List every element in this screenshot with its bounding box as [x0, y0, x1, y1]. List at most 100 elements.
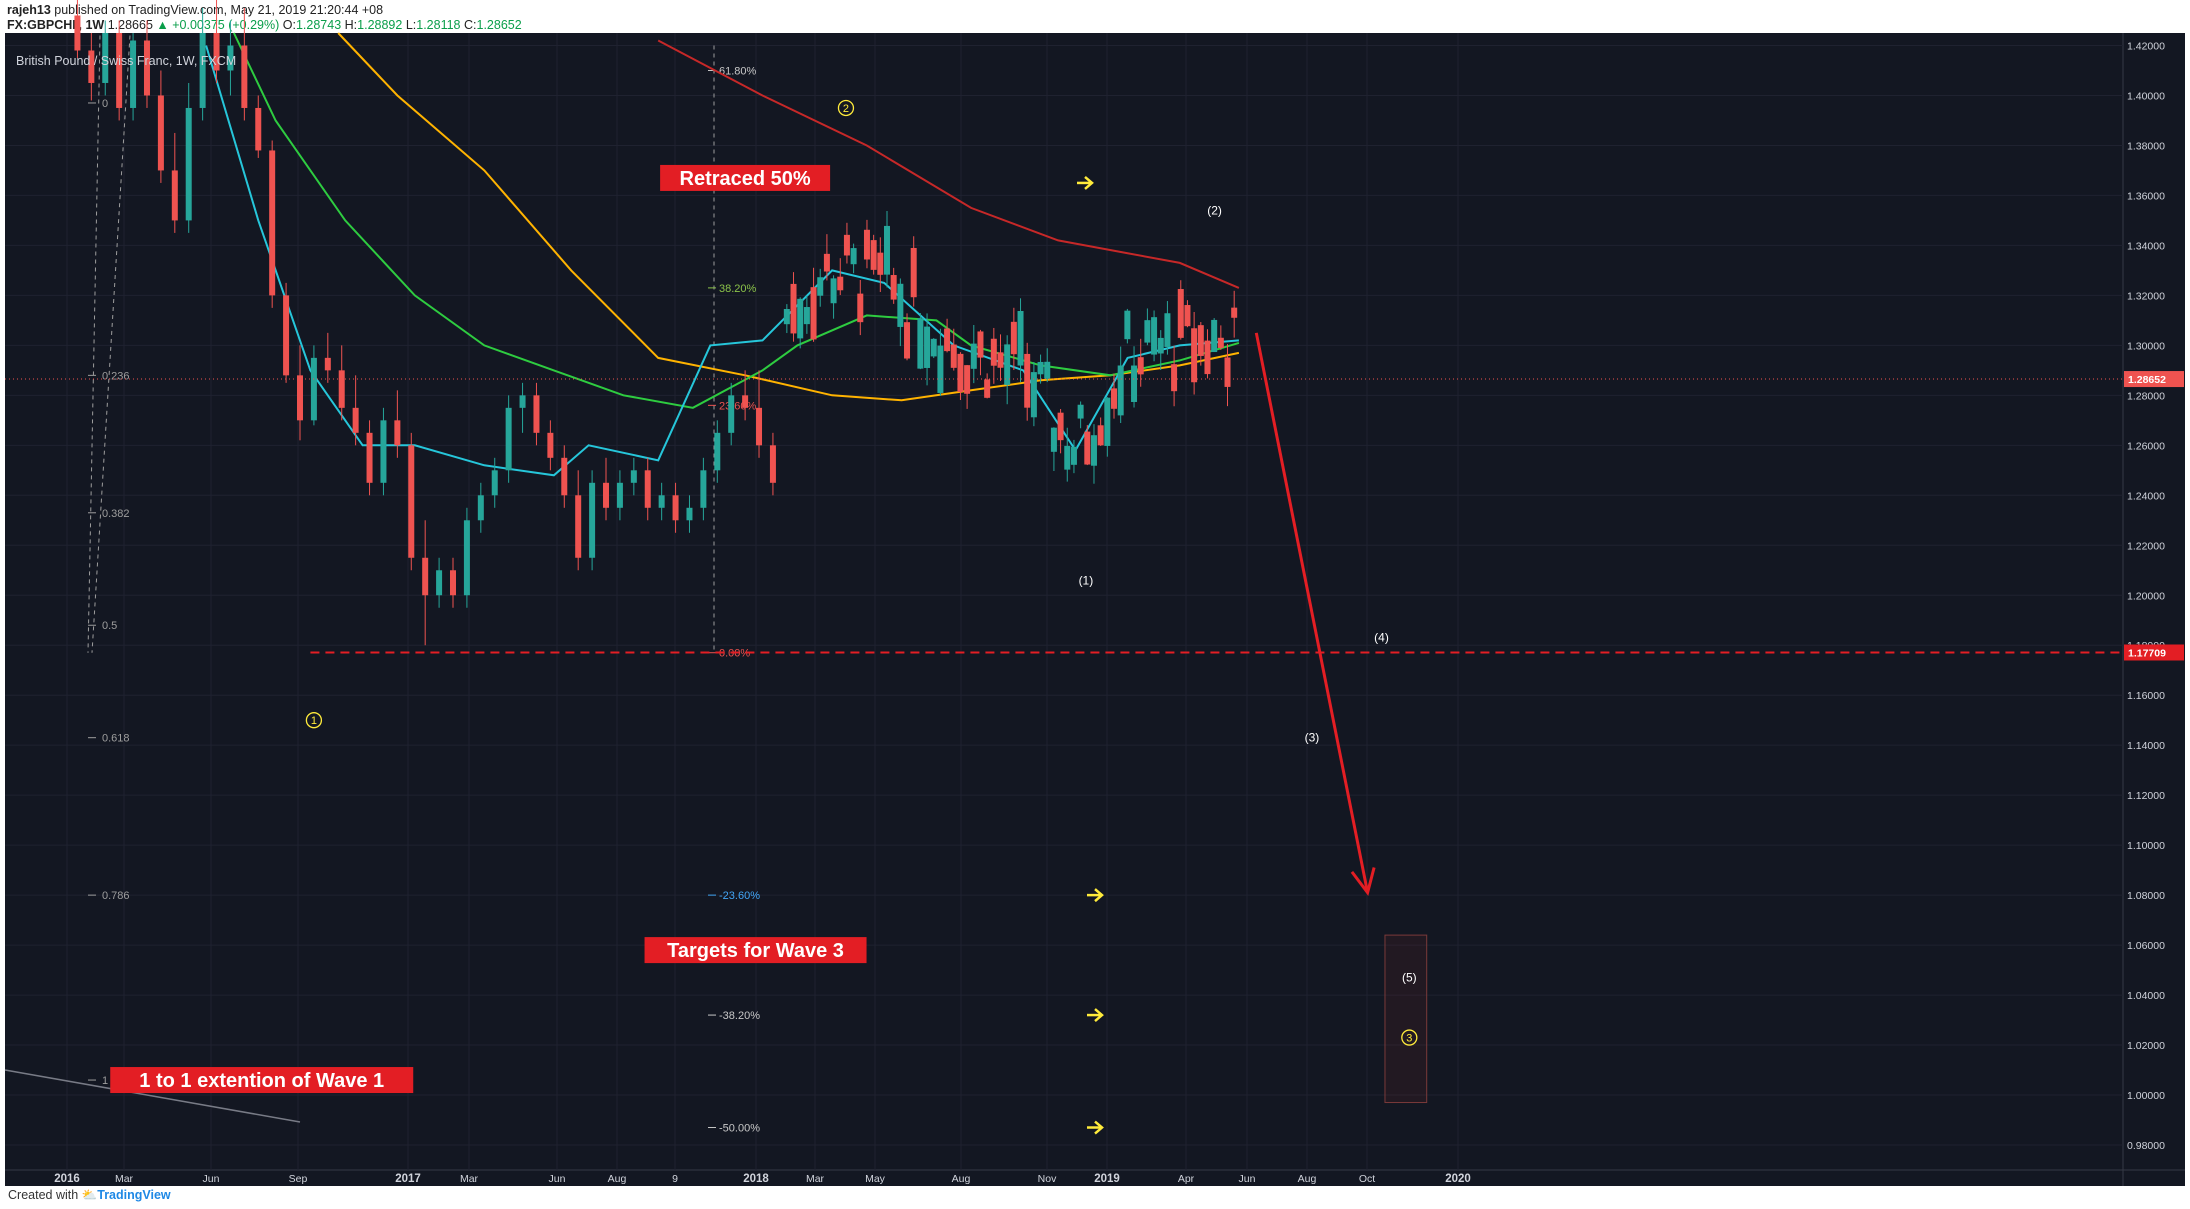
time-axis-label: 2016: [54, 1173, 80, 1185]
candle-body: [964, 365, 971, 394]
candle-body: [783, 308, 790, 325]
wave-circle-icon: [837, 99, 855, 117]
time-axis[interactable]: 2016 Mar Jun Sep 2017 Mar Jun Aug 9 2018 Mar May Aug…: [54, 1173, 1471, 1185]
wave-circle-icon: [305, 712, 323, 729]
time-axis-label: Nov: [1038, 1173, 1057, 1185]
candle-body: [616, 482, 623, 508]
candle-body: [1111, 388, 1118, 409]
price-axis-label: 1.24000: [2127, 490, 2165, 502]
candle-body: [394, 420, 401, 446]
created-with-text: Created with: [8, 1188, 79, 1202]
fib-extension-level: 0.382: [102, 508, 130, 520]
time-axis-label: Jun: [203, 1173, 220, 1185]
candle-body: [970, 343, 977, 369]
projection-arrow-head-icon: [1350, 867, 1376, 897]
wave-circle-icon: [1401, 1029, 1418, 1046]
candle-body: [1017, 310, 1024, 366]
candle-body: [436, 570, 443, 596]
candle-body: [756, 407, 763, 446]
price-axis-label: 1.36000: [2127, 190, 2165, 202]
time-axis-label: 9: [672, 1173, 678, 1185]
author[interactable]: rajeh13: [7, 3, 51, 17]
fib-extension-trendline: [91, 35, 131, 653]
candle-body: [837, 276, 844, 291]
candle-body: [997, 352, 1004, 368]
time-axis-label: Jun: [549, 1173, 566, 1185]
long-term-trendline: [4, 1069, 301, 1123]
fib-retracement-level: 61.80%: [719, 65, 757, 77]
annotation-box: [644, 937, 867, 964]
chart-drawings[interactable]: [4, 175, 2123, 1135]
price-axis-label: 1.02000: [2127, 1040, 2165, 1052]
tradingview-brand[interactable]: TradingView: [97, 1188, 171, 1202]
time-axis-label: Mar: [115, 1173, 134, 1185]
candle-body: [1004, 344, 1011, 385]
candle-body: [930, 338, 937, 357]
time-axis-label: Sep: [289, 1173, 308, 1185]
annotation-text: Targets for Wave 3: [667, 940, 844, 962]
price-axis-label: 1.16000: [2127, 690, 2165, 702]
plot-background: [5, 33, 2123, 1170]
candle-body: [1157, 337, 1164, 354]
yellow-arrow-icon: [1084, 175, 1094, 190]
fib-extension-trendline: [87, 35, 101, 653]
annotation-labels[interactable]: Retraced 50% Targets for Wave 3 1 to 1 ext…: [110, 164, 867, 1094]
candle-body: [1151, 317, 1158, 355]
fib-extension-level: 0.5: [102, 620, 117, 632]
candle-body: [910, 247, 917, 298]
candle-body: [185, 107, 192, 221]
candle-body: [686, 507, 693, 521]
fib-extension-level: 0.618: [102, 733, 130, 745]
price-axis[interactable]: 1.42000 1.40000 1.38000 1.36000 1.34000 1.320…: [2124, 40, 2184, 1152]
wave-label: (1): [1079, 573, 1094, 587]
yellow-arrow-icon: [1094, 888, 1104, 903]
candle-body: [1077, 404, 1084, 419]
candle-body: [505, 407, 512, 471]
candle-body: [463, 520, 470, 596]
candle-body: [924, 326, 931, 368]
candle-body: [990, 338, 997, 366]
fib-retracement-level: -50.00%: [719, 1123, 760, 1135]
yellow-arrow-icon: [1094, 1120, 1104, 1135]
ma-green-line: [232, 32, 1240, 409]
candle-body: [830, 278, 837, 304]
candle-body: [1044, 361, 1051, 379]
candle-body: [547, 432, 554, 458]
candle-body: [603, 482, 610, 508]
candle-body: [843, 234, 850, 256]
candle-body: [380, 420, 387, 483]
high-value: 1.28892: [357, 18, 403, 32]
price-change: +0.00375 (+0.29%): [172, 18, 280, 32]
candle-body: [269, 150, 276, 296]
candle-body: [897, 283, 904, 327]
wave-label: (2): [1207, 203, 1222, 217]
candle-body: [1137, 357, 1144, 375]
close-label: C:: [464, 18, 477, 32]
wave-label: 3: [1406, 1033, 1412, 1045]
candle-body: [863, 229, 870, 260]
wave-label: 2: [843, 103, 849, 115]
time-axis-label: Aug: [1298, 1173, 1317, 1185]
candle-body: [352, 407, 359, 433]
tradingview-logo-icon[interactable]: ⛅: [81, 1188, 98, 1202]
fib-extension-level: 1: [102, 1075, 108, 1087]
candle-body: [728, 395, 735, 433]
time-axis-label: Mar: [460, 1173, 479, 1185]
candle-body: [700, 470, 707, 508]
candle-body: [561, 457, 568, 496]
fib-extension-level: 0.786: [102, 890, 130, 902]
candle-body: [338, 370, 345, 408]
candle-body: [658, 495, 665, 508]
candle-body: [850, 248, 857, 265]
fib-extension-tool[interactable]: 0 0.236 0.382 0.5 0.618 0.786 1: [87, 35, 131, 1087]
candle-body: [589, 482, 596, 558]
candlestick-series: [74, 0, 1238, 646]
candle-body: [1164, 313, 1171, 347]
candle-body: [296, 375, 303, 421]
candle-body: [1197, 325, 1204, 356]
candle-body: [797, 298, 804, 339]
candle-body: [1090, 435, 1097, 466]
candle-body: [917, 318, 924, 369]
fib-extension-level: 0: [102, 98, 108, 110]
